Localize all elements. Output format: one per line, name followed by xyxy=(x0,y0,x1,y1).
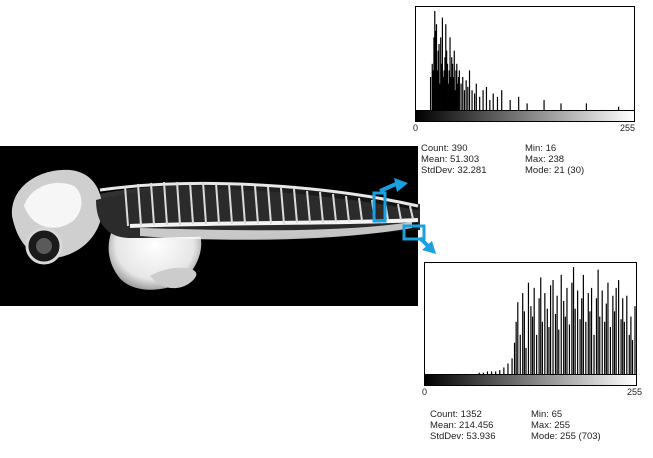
arrow-to-bottom-histogram xyxy=(420,238,436,254)
stat-count: Count: 1352 xyxy=(430,409,496,420)
histogram-top-bars xyxy=(416,7,634,110)
histogram-bottom-stats-left: Count: 1352 Mean: 214.456 StdDev: 53.936 xyxy=(430,409,496,442)
roi-box-dorsal[interactable] xyxy=(374,193,385,221)
arrow-to-top-histogram xyxy=(380,178,408,192)
histogram-top-stats-right: Min: 16 Max: 238 Mode: 21 (30) xyxy=(525,143,584,176)
histogram-top-axis-min: 0 xyxy=(413,123,418,133)
histogram-top-gradient xyxy=(415,110,635,122)
histogram-bottom-bars xyxy=(425,263,636,374)
histogram-top-axis-max: 255 xyxy=(620,123,635,133)
stat-min: Min: 65 xyxy=(531,409,601,420)
histogram-bottom-stats-right: Min: 65 Max: 255 Mode: 255 (703) xyxy=(531,409,601,442)
stat-mode: Mode: 255 (703) xyxy=(531,431,601,442)
histogram-bottom-axis-min: 0 xyxy=(422,387,427,397)
stat-mean: Mean: 51.303 xyxy=(421,154,487,165)
stat-min: Min: 16 xyxy=(525,143,584,154)
histogram-bottom-gradient xyxy=(424,374,637,386)
stat-mode: Mode: 21 (30) xyxy=(525,165,584,176)
histogram-bottom-plot xyxy=(424,262,637,375)
histogram-bottom-axis-max: 255 xyxy=(627,387,642,397)
stat-max: Max: 255 xyxy=(531,420,601,431)
stat-max: Max: 238 xyxy=(525,154,584,165)
stat-stddev: StdDev: 32.281 xyxy=(421,165,487,176)
stat-count: Count: 390 xyxy=(421,143,487,154)
histogram-top-plot xyxy=(415,6,635,111)
stat-stddev: StdDev: 53.936 xyxy=(430,431,496,442)
histogram-top-stats-left: Count: 390 Mean: 51.303 StdDev: 32.281 xyxy=(421,143,487,176)
stat-mean: Mean: 214.456 xyxy=(430,420,496,431)
